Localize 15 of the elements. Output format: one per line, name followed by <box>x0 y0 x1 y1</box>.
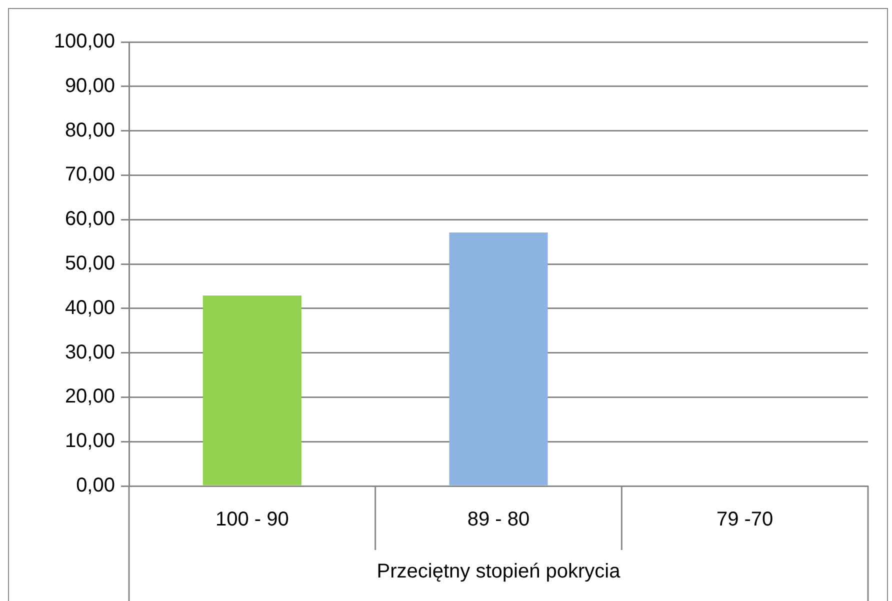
y-tick-label: 80,00 <box>64 119 115 142</box>
y-tick-label: 70,00 <box>64 164 115 186</box>
y-tick-label: 20,00 <box>64 386 115 408</box>
y-tick-label: 60,00 <box>64 208 115 230</box>
x-tick-label: 100 - 90 <box>215 508 289 531</box>
y-tick-label: 90,00 <box>64 74 115 97</box>
y-tick-label: 50,00 <box>64 252 115 275</box>
y-tick-label: 0,00 <box>76 474 115 497</box>
y-tick-label: 30,00 <box>64 341 115 364</box>
x-axis-title: Przeciętny stopień pokrycia <box>376 560 622 583</box>
x-tick-label: 89 - 80 <box>467 508 530 531</box>
y-tick-label: 10,00 <box>64 430 115 452</box>
y-tick-label: 100,00 <box>54 30 115 53</box>
x-tick-label: 79 -70 <box>716 508 774 531</box>
y-tick-label: 40,00 <box>64 296 115 319</box>
